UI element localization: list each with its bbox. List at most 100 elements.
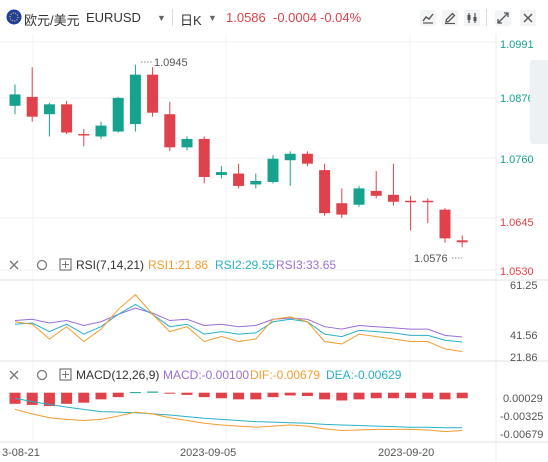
candle[interactable]: [26, 67, 38, 122]
time-axis: 3-08-21 2023-09-05 2023-09-20: [2, 447, 434, 459]
macd-bar: [387, 392, 399, 399]
macd-bar: [456, 392, 468, 399]
indicator-select-icon[interactable]: [59, 258, 72, 271]
candle-body: [43, 104, 55, 115]
rsi1-line: [14, 293, 463, 353]
candle-body: [353, 188, 365, 205]
pair-dropdown-icon[interactable]: ▼: [157, 13, 166, 23]
candle[interactable]: [301, 151, 313, 167]
candle-body: [250, 180, 262, 185]
expand-icon[interactable]: [494, 9, 512, 27]
toolbar-divider: [486, 9, 487, 26]
candle-body: [129, 74, 141, 125]
price-change: -0.0004: [273, 10, 318, 25]
candle-body: [147, 74, 159, 113]
candle-body: [439, 209, 451, 239]
svg-text:0.00029: 0.00029: [503, 393, 543, 405]
candle[interactable]: [353, 185, 365, 207]
candle[interactable]: [267, 155, 279, 184]
settings-icon[interactable]: [463, 9, 481, 27]
pair-name[interactable]: 欧元/美元: [24, 13, 80, 28]
macd-axis: 0.00029 -0.00325 -0.00679: [500, 393, 543, 441]
header-separator: [172, 9, 173, 26]
macd-bar: [198, 392, 210, 398]
close-indicator-icon[interactable]: [9, 260, 19, 270]
price-axis: 1.0991 1.0876 1.0760 1.0645 1.0530: [500, 39, 534, 278]
macd-bar: [370, 392, 382, 399]
draw-pen-icon[interactable]: [441, 9, 459, 27]
rsi-axis: 61.25 41.56 21.86: [510, 280, 538, 364]
macd-bar: [181, 392, 193, 395]
candle-body: [215, 172, 227, 176]
macd-header: MACD(12,26,9) MACD:-0.00100 DIF:-0.00679…: [9, 368, 402, 382]
candle[interactable]: [61, 100, 73, 134]
rsi2-label: RSI2:29.55: [215, 258, 275, 272]
last-price: 1.0586: [226, 10, 266, 25]
macd-bar: [112, 392, 124, 398]
close-indicator-icon[interactable]: [9, 370, 19, 380]
candle[interactable]: [164, 101, 176, 152]
candle[interactable]: [319, 163, 331, 216]
candle[interactable]: [370, 171, 382, 199]
candle[interactable]: [422, 198, 434, 224]
candle[interactable]: [43, 102, 55, 137]
kline-chart[interactable]: 1.0991 1.0876 1.0760 1.0645 1.0530 1.094…: [0, 34, 548, 462]
indicator-select-icon[interactable]: [59, 368, 72, 381]
macd-layer: [9, 391, 468, 433]
candle-body: [422, 200, 434, 203]
candle[interactable]: [233, 163, 245, 189]
period-selector[interactable]: 日K: [180, 13, 202, 28]
candle[interactable]: [387, 163, 399, 206]
candle[interactable]: [405, 195, 417, 231]
indicator-settings-icon[interactable]: [36, 369, 48, 381]
macd-bar: [164, 392, 176, 394]
macd-bar: [95, 392, 107, 400]
price-tick: 1.0760: [500, 154, 534, 166]
svg-text:61.25: 61.25: [510, 280, 538, 292]
macd-bar: [78, 392, 90, 403]
candle-body: [405, 200, 417, 203]
candle[interactable]: [439, 208, 451, 243]
candle[interactable]: [456, 235, 468, 248]
macd-bar: [129, 392, 141, 394]
candle[interactable]: [181, 136, 193, 151]
rsi3-line: [14, 307, 463, 338]
high-annotation: 1.0945: [141, 57, 188, 69]
low-annotation: 1.0576: [414, 253, 462, 265]
rsi1-label: RSI1:21.86: [148, 258, 208, 272]
indicator-icon[interactable]: [419, 9, 437, 27]
candle[interactable]: [112, 96, 124, 133]
eu-flag-icon: [6, 9, 22, 25]
candle[interactable]: [129, 64, 141, 132]
rsi-title: RSI(7,14,21): [76, 258, 144, 272]
pair-code[interactable]: EURUSD: [86, 10, 141, 25]
high-label: 1.0945: [154, 57, 188, 69]
candle[interactable]: [198, 136, 210, 184]
macd-value-label: MACD:-0.00100: [163, 368, 249, 382]
side-panel-toggle[interactable]: [530, 60, 548, 144]
candle[interactable]: [95, 121, 107, 139]
svg-text:21.86: 21.86: [510, 352, 538, 364]
candle-body: [198, 138, 210, 178]
candle[interactable]: [9, 84, 21, 115]
close-icon[interactable]: [519, 9, 537, 27]
candle[interactable]: [147, 67, 159, 117]
macd-bar: [61, 392, 73, 404]
candle-body: [9, 94, 21, 106]
candle[interactable]: [78, 129, 90, 147]
rsi-header: RSI(7,14,21) RSI1:21.86 RSI2:29.55 RSI3:…: [9, 258, 336, 272]
period-dropdown-icon[interactable]: ▼: [208, 13, 217, 23]
candles-layer: [9, 64, 468, 248]
candle[interactable]: [215, 166, 227, 179]
indicator-settings-icon[interactable]: [36, 259, 48, 271]
dif-label: DIF:-0.00679: [250, 368, 320, 382]
date-label: 3-08-21: [2, 447, 40, 459]
candle[interactable]: [284, 151, 296, 186]
candle[interactable]: [336, 188, 348, 219]
rsi3-label: RSI3:33.65: [276, 258, 336, 272]
candle-body: [112, 97, 124, 132]
svg-text:-0.00679: -0.00679: [500, 429, 543, 441]
candle[interactable]: [250, 173, 262, 189]
candle-body: [233, 173, 245, 186]
low-label: 1.0576: [414, 253, 448, 265]
